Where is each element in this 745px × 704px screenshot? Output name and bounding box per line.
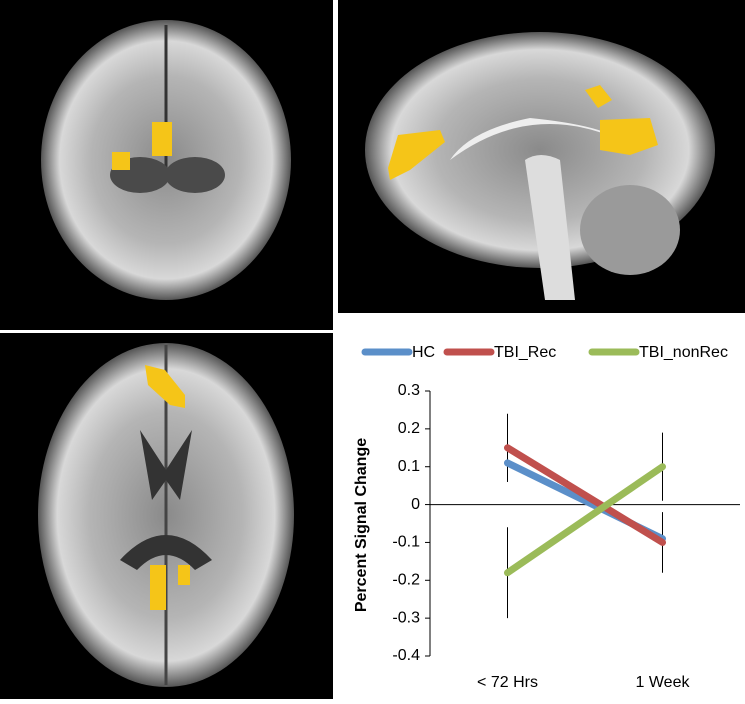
activation	[178, 565, 190, 585]
x-tick-label: 1 Week	[636, 674, 691, 691]
activation	[112, 152, 130, 170]
activation	[388, 130, 445, 180]
activation	[145, 365, 185, 408]
chart: Percent Signal Change 0.3 0.2 0.1 0 -0.1 -0.2…	[353, 344, 740, 691]
y-tick-label: -0.2	[392, 572, 420, 589]
activation	[150, 565, 166, 610]
y-tick-label: 0	[411, 496, 420, 513]
activation	[585, 85, 612, 108]
brain-ventricle	[120, 535, 212, 570]
y-tick-label: 0.1	[398, 458, 420, 475]
series-line	[504, 444, 666, 546]
activation	[600, 118, 658, 155]
legend-label: TBI_nonRec	[639, 344, 728, 361]
series-line	[504, 463, 666, 577]
y-axis-label: Percent Signal Change	[353, 438, 370, 612]
brainstem	[525, 155, 575, 300]
y-tick-label: 0.3	[398, 382, 420, 399]
activation	[152, 122, 172, 156]
legend-label: TBI_Rec	[494, 344, 556, 361]
cerebellum	[580, 185, 680, 275]
x-tick-label: < 72 Hrs	[477, 674, 538, 691]
y-tick-label: -0.1	[392, 534, 420, 551]
brain-ventricle	[140, 430, 192, 500]
corpus-callosum	[450, 118, 620, 160]
y-tick-label: -0.4	[392, 647, 420, 664]
legend-label: HC	[412, 344, 435, 361]
brain-ventricle	[165, 157, 225, 193]
y-tick-label: 0.2	[398, 420, 420, 437]
y-tick-label: -0.3	[392, 609, 420, 626]
